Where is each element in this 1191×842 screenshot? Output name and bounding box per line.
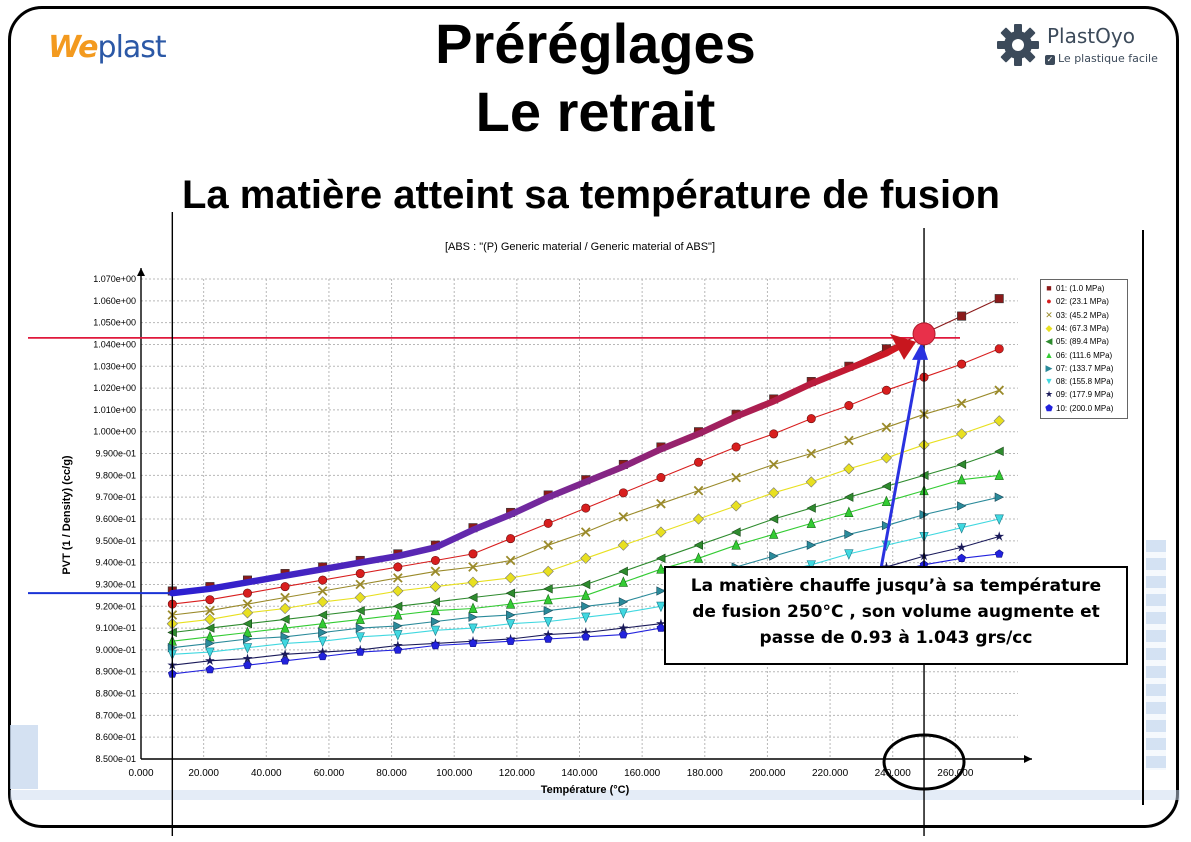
legend-label: 03: (45.2 MPa) [1056, 310, 1109, 320]
legend-entry: ▲ 06: (111.6 MPa) [1044, 349, 1113, 361]
legend-marker-icon: ★ [1044, 389, 1054, 400]
legend-label: 01: (1.0 MPa) [1056, 284, 1105, 293]
plastoyo-logo: PlastOyo ✓ Le plastique facile [995, 22, 1165, 70]
annotation-callout: La matière chauffe jusqu’à sa températur… [664, 566, 1128, 665]
legend-entry: ★ 09: (177.9 MPa) [1044, 388, 1113, 400]
legend-marker-icon: ⬟ [1045, 402, 1053, 413]
legend-entry: ◀ 05: (89.4 MPa) [1044, 335, 1109, 347]
checkbox-icon: ✓ [1045, 55, 1055, 65]
page-title-line1: Préréglages [435, 12, 756, 75]
slide-frame [8, 6, 1179, 828]
decorative-bar-left [10, 725, 38, 789]
decorative-bar-bottom [10, 790, 1180, 800]
legend-entry: ◆ 04: (67.3 MPa) [1044, 322, 1109, 334]
legend-marker-icon: ■ [1046, 283, 1052, 293]
legend-marker-icon: ▼ [1044, 376, 1054, 387]
logo-we-text: We [48, 30, 99, 65]
legend-marker-icon: ◆ [1045, 322, 1053, 333]
legend-entry: ▶ 07: (133.7 MPa) [1044, 362, 1114, 374]
logo-plast-text: plast [97, 30, 167, 65]
legend-marker-icon: ◀ [1045, 336, 1053, 347]
legend-label: 09: (177.9 MPa) [1056, 390, 1114, 400]
legend-marker-icon: ● [1046, 296, 1052, 307]
callout-line-2: de fusion 250°C , son volume augmente et [692, 602, 1100, 622]
page-subtitle: La matière atteint sa température de fus… [181, 173, 1000, 217]
logo-plastoyo-name: PlastOyo [1047, 24, 1135, 48]
legend-label: 06: (111.6 MPa) [1056, 350, 1113, 360]
callout-line-3: passe de 0.93 à 1.043 grs/cc [759, 628, 1033, 648]
chart-legend: ■ 01: (1.0 MPa) ● 02: (23.1 MPa) ✕ 03: (45.2 … [1040, 279, 1128, 419]
weplast-logo: Weplast [48, 30, 167, 65]
callout-line-1: La matière chauffe jusqu’à sa températur… [690, 576, 1102, 596]
gear-icon [997, 24, 1039, 66]
page-title-line2: Le retrait [475, 80, 716, 143]
legend-marker-icon: ✕ [1045, 309, 1053, 320]
legend-label: 10: (200.0 MPa) [1056, 403, 1114, 413]
legend-label: 07: (133.7 MPa) [1056, 363, 1114, 373]
legend-entry: ● 02: (23.1 MPa) [1044, 295, 1109, 307]
legend-marker-icon: ▶ [1045, 362, 1053, 373]
legend-label: 08: (155.8 MPa) [1056, 377, 1114, 387]
decorative-bar-right [1146, 540, 1166, 770]
legend-entry: ▼ 08: (155.8 MPa) [1044, 375, 1114, 387]
legend-entry: ✕ 03: (45.2 MPa) [1044, 309, 1109, 321]
logo-tagline: ✓ Le plastique facile [1045, 52, 1158, 65]
legend-label: 04: (67.3 MPa) [1056, 323, 1109, 333]
legend-entry: ⬟ 10: (200.0 MPa) [1044, 402, 1113, 414]
legend-marker-icon: ▲ [1044, 349, 1054, 360]
legend-entry: ■ 01: (1.0 MPa) [1044, 282, 1104, 294]
logo-tagline-text: Le plastique facile [1058, 52, 1158, 65]
legend-label: 05: (89.4 MPa) [1056, 337, 1109, 347]
legend-label: 02: (23.1 MPa) [1056, 297, 1109, 307]
